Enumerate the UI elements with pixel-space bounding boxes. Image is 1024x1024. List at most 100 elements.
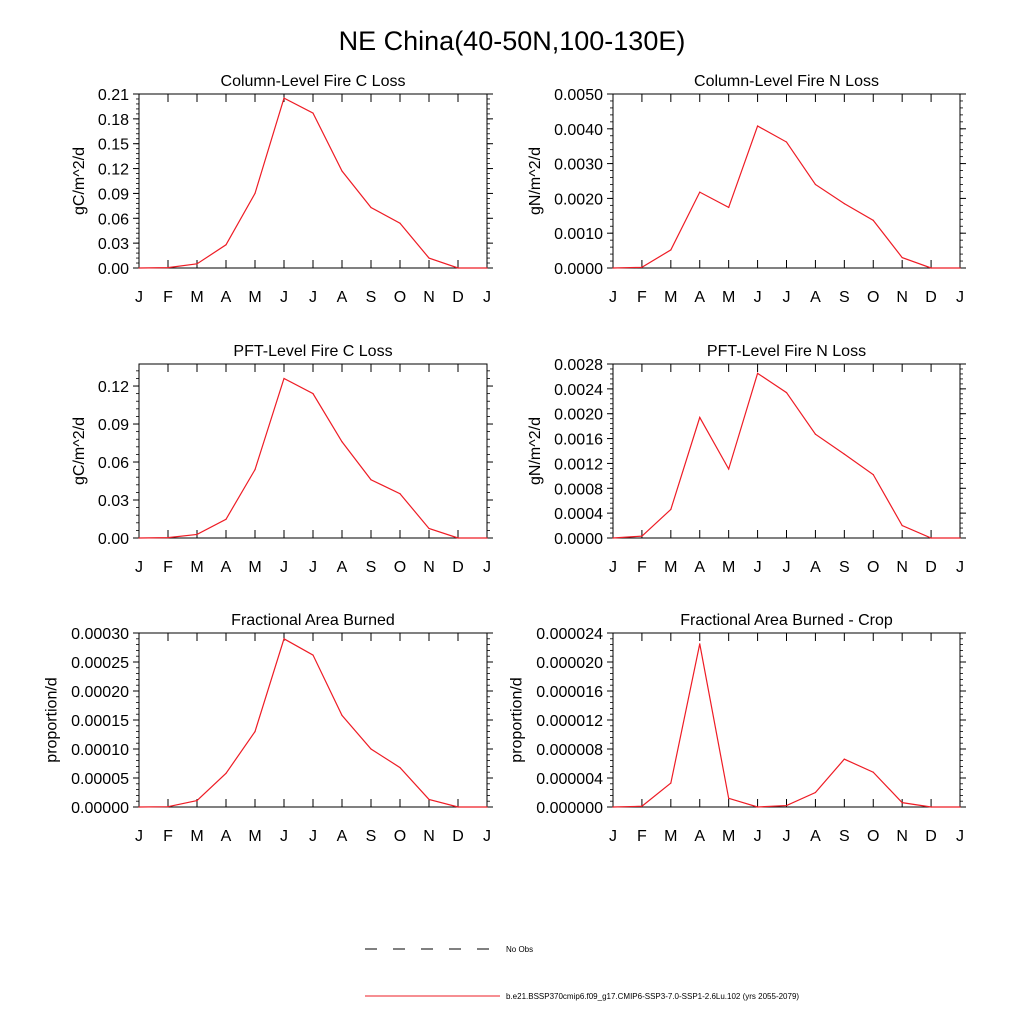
x-tick-label: S — [839, 289, 850, 306]
data-point — [370, 748, 372, 750]
x-tick-label: N — [896, 828, 908, 845]
x-tick-label: O — [394, 559, 406, 576]
data-point — [785, 391, 788, 394]
x-tick-label: A — [221, 828, 232, 845]
data-point — [901, 256, 903, 259]
data-point — [843, 203, 845, 205]
data-point — [457, 267, 459, 269]
y-tick-label: 0.00010 — [71, 742, 129, 759]
data-point — [814, 791, 817, 794]
data-point — [167, 266, 169, 269]
data-point — [756, 125, 759, 127]
data-point — [699, 191, 701, 193]
data-point — [670, 782, 672, 784]
plot-frame — [612, 93, 961, 269]
x-tick-label: D — [925, 289, 937, 306]
series-line — [612, 372, 960, 539]
data-point — [399, 766, 401, 769]
series-line — [612, 125, 960, 269]
panel-title: Fractional Area Burned — [231, 612, 395, 629]
data-point — [225, 244, 227, 246]
data-point — [138, 537, 140, 539]
x-tick-label: M — [722, 289, 735, 306]
data-point — [670, 508, 672, 511]
panel-title: PFT-Level Fire N Loss — [707, 343, 866, 360]
data-point — [728, 797, 730, 799]
data-point — [428, 798, 430, 801]
x-tick-label: S — [366, 289, 377, 306]
x-tick-label: O — [394, 828, 406, 845]
data-point — [312, 654, 314, 656]
data-point — [283, 638, 285, 640]
x-tick-label: O — [867, 289, 879, 306]
data-point — [872, 219, 874, 221]
x-tick-label: S — [366, 828, 377, 845]
series-line — [138, 377, 487, 539]
data-point — [901, 802, 903, 804]
x-tick-label: O — [867, 828, 879, 845]
data-point — [254, 731, 256, 733]
y-tick-label: 0.00025 — [71, 655, 129, 672]
x-tick-label: J — [609, 559, 617, 576]
x-tick-label: N — [423, 559, 435, 576]
legend-label-model: b.e21.BSSP370cmip6.f09_g17.CMIP6-SSP3-7.… — [506, 992, 799, 1001]
x-tick-label: J — [783, 559, 791, 576]
x-tick-label: J — [483, 828, 491, 845]
data-point — [930, 267, 932, 269]
data-point — [872, 771, 874, 773]
data-point — [756, 806, 759, 808]
data-point — [225, 518, 227, 520]
x-tick-label: S — [839, 828, 850, 845]
y-tick-label: 0.00 — [98, 531, 129, 548]
x-tick-label: O — [867, 559, 879, 576]
y-tick-label: 0.000020 — [536, 655, 603, 672]
data-point — [612, 267, 614, 269]
x-tick-label: J — [609, 289, 617, 306]
y-tick-label: 0.06 — [98, 211, 129, 228]
y-tick-label: 0.0012 — [554, 456, 603, 473]
x-tick-label: J — [309, 289, 317, 306]
data-point — [901, 524, 903, 527]
x-tick-label: S — [366, 559, 377, 576]
y-tick-label: 0.000012 — [536, 713, 603, 730]
data-point — [341, 441, 343, 443]
panel-title: Column-Level Fire N Loss — [694, 73, 879, 90]
data-point — [699, 643, 701, 645]
data-point — [167, 806, 169, 808]
data-point — [370, 479, 372, 481]
y-tick-label: 0.000000 — [536, 800, 603, 817]
x-tick-label: J — [754, 828, 762, 845]
x-tick-label: J — [135, 828, 143, 845]
x-tick-label: F — [163, 289, 173, 306]
x-tick-label: D — [452, 828, 464, 845]
plot-frame — [612, 363, 961, 539]
x-tick-label: F — [163, 559, 173, 576]
data-point — [196, 263, 198, 265]
x-tick-label: A — [221, 559, 232, 576]
x-tick-label: J — [280, 289, 288, 306]
y-tick-label: 0.09 — [98, 417, 129, 434]
x-tick-label: J — [754, 559, 762, 576]
x-tick-label: O — [394, 289, 406, 306]
data-point — [959, 267, 961, 269]
y-axis-label: gN/m^2/d — [527, 147, 544, 215]
y-axis-label: gC/m^2/d — [71, 417, 88, 485]
y-tick-label: 0.000004 — [536, 771, 603, 788]
panel-title: Fractional Area Burned - Crop — [680, 612, 893, 629]
x-tick-label: A — [337, 559, 348, 576]
series-line — [612, 643, 960, 808]
data-point — [341, 170, 343, 172]
y-tick-label: 0.03 — [98, 236, 129, 253]
y-tick-label: 0.15 — [98, 137, 129, 154]
x-tick-label: D — [925, 559, 937, 576]
x-tick-label: J — [483, 289, 491, 306]
x-tick-label: A — [810, 828, 821, 845]
y-axis-label: proportion/d — [508, 677, 525, 762]
x-tick-label: D — [925, 828, 937, 845]
y-tick-label: 0.0024 — [554, 382, 603, 399]
data-point — [785, 804, 788, 807]
data-point — [959, 806, 961, 808]
data-point — [399, 222, 401, 224]
data-point — [785, 141, 788, 143]
